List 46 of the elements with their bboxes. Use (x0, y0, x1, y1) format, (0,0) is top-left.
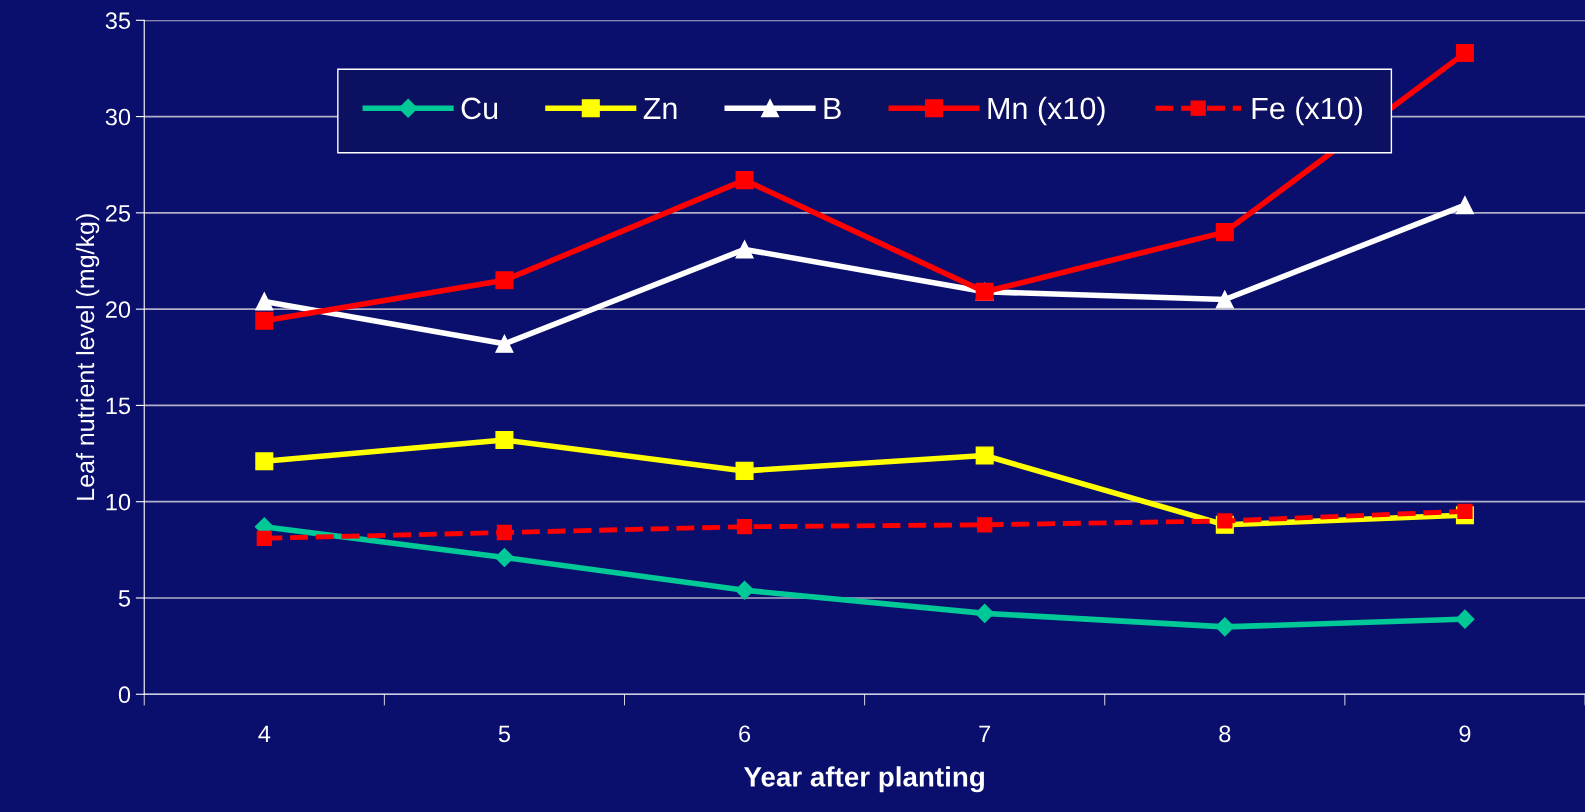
y-tick-label: 0 (118, 686, 131, 704)
y-tick-label: 25 (105, 204, 131, 222)
legend-label: Fe (x10) (1252, 96, 1363, 126)
legend-label: Zn (643, 97, 677, 119)
y-tick-label: 20 (105, 301, 131, 318)
point (1457, 503, 1473, 519)
point (1215, 290, 1234, 309)
point (735, 461, 754, 480)
x-tick-label: 5 (498, 725, 510, 743)
point (255, 452, 274, 471)
point (494, 548, 514, 568)
point (1217, 513, 1233, 529)
point (1215, 617, 1235, 637)
point (736, 519, 753, 535)
x-axis-title: Year after planting (743, 766, 984, 793)
point (977, 517, 993, 533)
legend-label: Mn (x10) (988, 96, 1105, 126)
point (495, 334, 514, 353)
point (1455, 44, 1474, 63)
legend-label: Cu (461, 97, 498, 120)
x-tick-label: 9 (1459, 725, 1471, 743)
point (735, 580, 755, 600)
point (495, 431, 514, 450)
point (1455, 609, 1475, 629)
y-tick-label: 30 (105, 108, 131, 126)
point (256, 530, 272, 546)
y-tick-label: 15 (106, 397, 131, 415)
y-axis-title: Leaf nutrient level (mg/kg) (75, 214, 100, 500)
y-tick-label: 10 (106, 493, 131, 511)
point (735, 240, 754, 259)
point (975, 603, 995, 623)
point (1455, 196, 1474, 215)
y-tick-label: 5 (118, 590, 131, 607)
y-tick-label: 35 (105, 12, 131, 30)
point (255, 292, 274, 311)
point (1215, 223, 1234, 242)
x-tick-label: 8 (1219, 725, 1231, 743)
point (735, 171, 754, 190)
point (255, 311, 274, 330)
point (496, 524, 513, 541)
point (975, 446, 994, 465)
legend-label: B (824, 97, 841, 119)
x-tick-label: 6 (739, 725, 751, 743)
x-tick-label: 7 (979, 725, 991, 742)
point (495, 271, 514, 290)
x-tick-label: 4 (258, 725, 271, 742)
